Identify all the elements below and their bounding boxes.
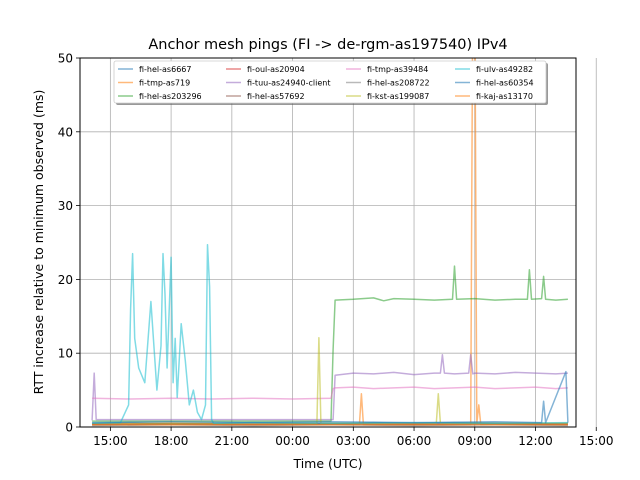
plot-frame (79, 57, 577, 428)
x-tick-label: 12:00 (518, 434, 553, 448)
x-tick-label: 09:00 (457, 434, 492, 448)
x-tick-label: 06:00 (397, 434, 432, 448)
series-line-fi-hel-as203296 (92, 265, 568, 422)
legend-label: fi-kaj-as13170 (476, 92, 533, 101)
y-tick-label: 30 (58, 199, 73, 213)
y-tick-label: 20 (58, 273, 73, 287)
series-group (91, 58, 569, 427)
legend-box (113, 60, 547, 104)
y-tick-label: 40 (58, 125, 73, 139)
y-tick-label: 0 (65, 421, 73, 435)
x-tick-label: 21:00 (215, 434, 250, 448)
series-line-fi-ulv-as49282 (92, 243, 568, 425)
y-axis: 0 10 20 30 40 50 (58, 52, 80, 435)
legend-label: fi-hel-as60354 (476, 79, 534, 88)
series-line-fi-tuu-as24940-client (91, 353, 568, 421)
legend-label: fi-hel-as203296 (139, 92, 202, 101)
legend-label: fi-ulv-as49282 (476, 65, 533, 74)
legend-label: fi-hel-as57692 (247, 92, 305, 101)
y-tick-label: 10 (58, 347, 73, 361)
legend-label: fi-tmp-as39484 (367, 65, 428, 74)
x-axis: 15:00 18:00 21:00 00:00 03:00 06:00 09:00 12:00… (93, 427, 614, 448)
legend: fi-hel-as6667 fi-tmp-as719 fi-hel-as203296… (113, 60, 548, 105)
x-axis-label: Time (UTC) (292, 456, 362, 471)
series-line-fi-hel-as60354 (92, 370, 569, 424)
legend-label: fi-tmp-as719 (139, 79, 190, 88)
y-tick-label: 50 (58, 52, 73, 66)
series-line-fi-tmp-as39484 (92, 386, 568, 400)
legend-label: fi-oul-as20904 (247, 65, 305, 74)
legend-label: fi-hel-as6667 (139, 65, 191, 74)
legend-label: fi-kst-as199087 (367, 92, 429, 101)
x-tick-label: 18:00 (154, 434, 189, 448)
chart-title: Anchor mesh pings (FI -> de-rgm-as197540… (148, 37, 507, 53)
x-tick-label: 15:00 (579, 434, 614, 448)
x-tick-label: 00:00 (275, 434, 310, 448)
x-tick-label: 03:00 (336, 434, 371, 448)
x-tick-label: 15:00 (93, 434, 128, 448)
y-axis-label: RTT increase relative to minimum observe… (31, 90, 46, 395)
legend-label: fi-hel-as208722 (367, 79, 430, 88)
legend-label: fi-tuu-as24940-client (247, 79, 330, 88)
